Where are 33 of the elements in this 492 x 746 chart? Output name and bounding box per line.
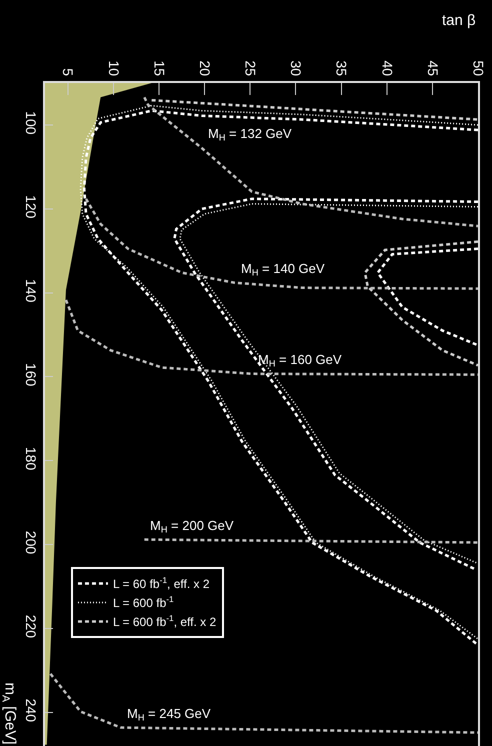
x-tick-label: 40: [379, 60, 396, 76]
x-tick-label: 50: [470, 60, 486, 76]
y-tick-label: 240: [23, 698, 40, 722]
legend-label: L = 600 fb$^{-1}$: [112, 594, 174, 610]
annotation: M$_{H}$ = 132 GeV: [208, 126, 292, 143]
line-series: [150, 98, 478, 121]
legend-label: L = 600 fb$^{-1}$, eff. x 2: [112, 613, 217, 630]
y-tick-label: 140: [23, 279, 40, 303]
x-tick-label: 15: [151, 60, 168, 76]
line-series: [364, 240, 478, 367]
line-series: [376, 248, 478, 347]
x-tick-label: 5: [60, 68, 76, 76]
y-tick-label: 120: [23, 195, 40, 219]
x-tick-label: 20: [196, 60, 213, 76]
x-tick-label: 45: [424, 60, 441, 76]
y-tick-label: 180: [23, 446, 40, 470]
y-tick-label: 160: [23, 362, 40, 387]
annotation: M$_{H}$ = 200 GeV: [150, 518, 234, 535]
y-tick-label: 220: [23, 614, 40, 638]
x-axis-title: tan β: [442, 12, 476, 29]
annotation: M$_{H}$ = 245 GeV: [127, 706, 211, 723]
x-tick-label: 30: [288, 60, 304, 76]
line-series: [49, 672, 478, 734]
legend-label: L = 60 fb$^{-1}$, eff. x 2: [112, 575, 210, 592]
line-series: [143, 96, 478, 228]
x-tick-label: 25: [242, 60, 259, 76]
line-series: [84, 198, 478, 290]
line-series: [64, 298, 478, 376]
x-tick-label: 10: [106, 60, 122, 76]
y-tick-label: 100: [23, 111, 40, 135]
y-tick-label: 200: [23, 530, 40, 554]
annotation: M$_{H}$ = 140 GeV: [241, 261, 325, 278]
x-tick-label: 35: [334, 60, 350, 76]
